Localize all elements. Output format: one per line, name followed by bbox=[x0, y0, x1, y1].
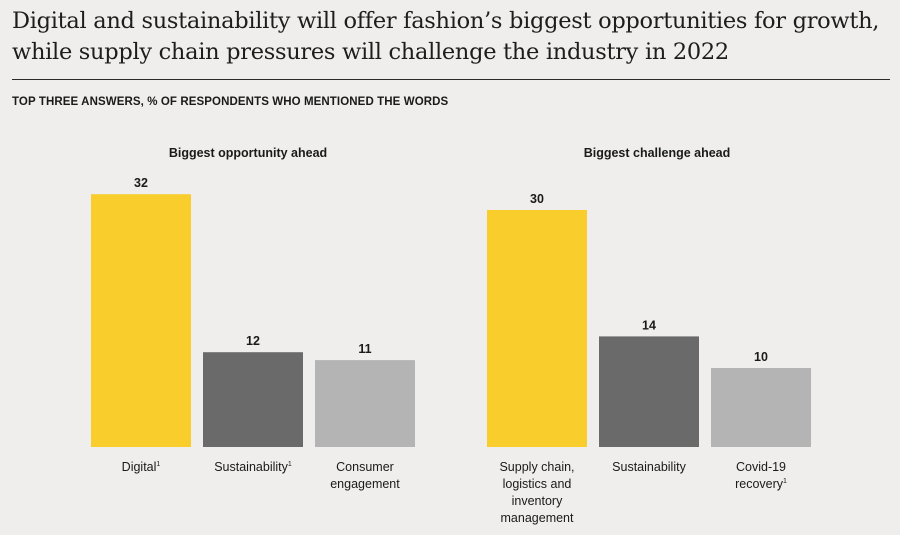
value-label: 30 bbox=[530, 192, 544, 206]
bar bbox=[203, 352, 303, 447]
value-label: 11 bbox=[358, 342, 371, 356]
category-label: Sustainability1 bbox=[214, 460, 292, 474]
bar bbox=[315, 360, 415, 447]
bar bbox=[91, 194, 191, 447]
chart-title: Digital and sustainability will offer fa… bbox=[12, 8, 880, 65]
value-label: 10 bbox=[754, 350, 768, 364]
chart-subtitle: TOP THREE ANSWERS, % OF RESPONDENTS WHO … bbox=[12, 96, 449, 108]
footnote-marker: 1 bbox=[783, 478, 787, 485]
category-label: Supply chain, logistics and inventory manag… bbox=[499, 460, 574, 525]
bar bbox=[711, 368, 811, 447]
category-label: Consumer engagement bbox=[330, 460, 400, 491]
panel-title: Biggest challenge ahead bbox=[584, 146, 731, 160]
category-label: Covid-19 recovery1 bbox=[735, 460, 787, 491]
bar bbox=[599, 336, 699, 447]
panel-title: Biggest opportunity ahead bbox=[169, 146, 327, 160]
footnote-marker: 1 bbox=[156, 461, 160, 468]
value-label: 14 bbox=[642, 318, 656, 332]
title-divider bbox=[12, 79, 890, 80]
category-label: Digital1 bbox=[122, 460, 161, 474]
bar bbox=[487, 210, 587, 447]
category-label: Sustainability bbox=[612, 460, 686, 474]
value-label: 12 bbox=[246, 334, 260, 348]
footnote-marker: 1 bbox=[288, 461, 292, 468]
value-label: 32 bbox=[134, 176, 148, 190]
